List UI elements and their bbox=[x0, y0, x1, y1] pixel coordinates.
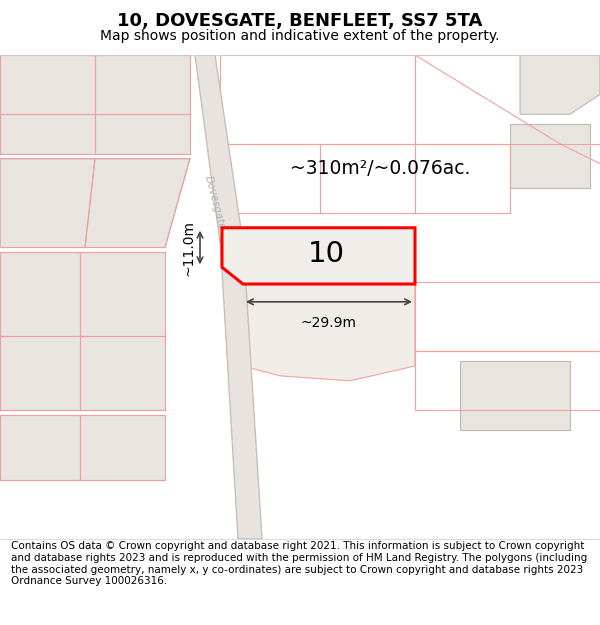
Polygon shape bbox=[0, 253, 165, 411]
Text: ~29.9m: ~29.9m bbox=[301, 316, 357, 329]
Text: Dovesgate: Dovesgate bbox=[203, 175, 227, 231]
Polygon shape bbox=[0, 159, 190, 248]
Polygon shape bbox=[460, 361, 570, 430]
Polygon shape bbox=[0, 55, 190, 154]
Polygon shape bbox=[220, 238, 262, 539]
Text: 10, DOVESGATE, BENFLEET, SS7 5TA: 10, DOVESGATE, BENFLEET, SS7 5TA bbox=[118, 12, 482, 30]
Polygon shape bbox=[510, 124, 590, 188]
Polygon shape bbox=[0, 416, 165, 479]
Text: ~310m²/~0.076ac.: ~310m²/~0.076ac. bbox=[290, 159, 470, 178]
Text: 10: 10 bbox=[308, 240, 345, 268]
Text: Map shows position and indicative extent of the property.: Map shows position and indicative extent… bbox=[100, 29, 500, 43]
Polygon shape bbox=[195, 55, 243, 243]
Polygon shape bbox=[243, 284, 415, 381]
Text: ~11.0m: ~11.0m bbox=[182, 219, 196, 276]
Polygon shape bbox=[222, 228, 415, 284]
Text: Contains OS data © Crown copyright and database right 2021. This information is : Contains OS data © Crown copyright and d… bbox=[11, 541, 587, 586]
Polygon shape bbox=[520, 55, 600, 114]
